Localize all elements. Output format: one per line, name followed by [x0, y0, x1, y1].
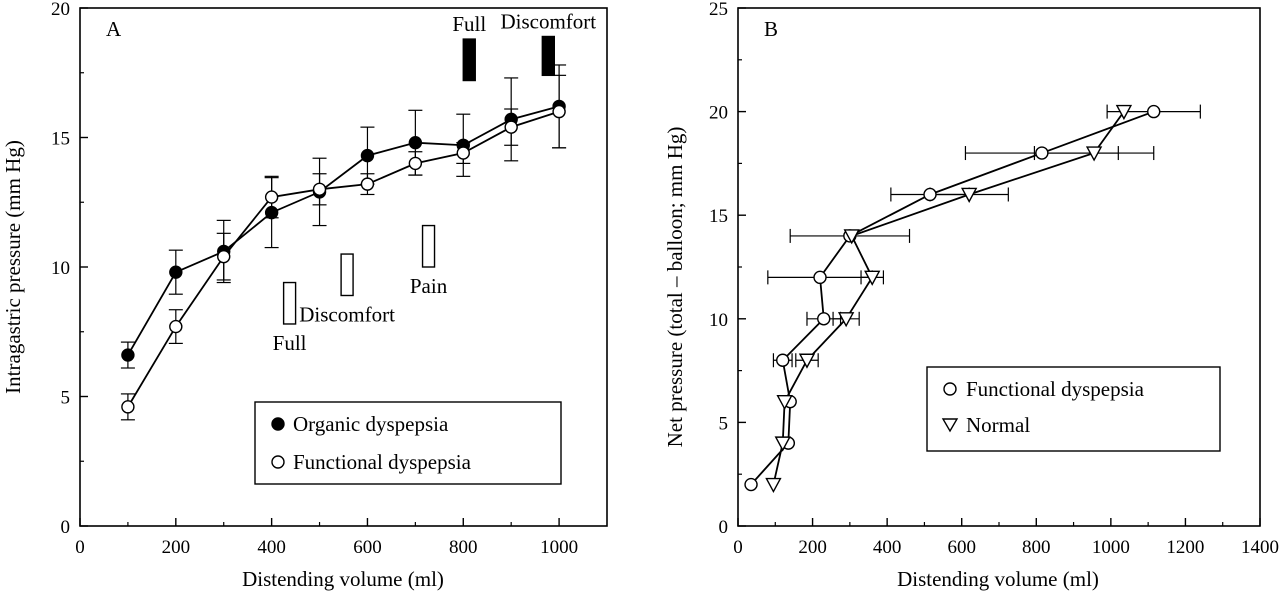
panel-a-legend-box	[254, 401, 562, 485]
data-point-open	[217, 249, 231, 264]
data-point-open	[312, 182, 327, 197]
panel-b-legend-box	[926, 366, 1221, 452]
x-tick-label: 600	[947, 537, 976, 558]
x-tick-label: 600	[353, 537, 382, 558]
panel-b-data	[744, 104, 1201, 494]
y-tick-label: 15	[709, 206, 728, 227]
x-tick-label: 1200	[1166, 537, 1204, 558]
panel-a-legend-label-functional: Functional dyspepsia	[293, 450, 472, 474]
panel-a-annotations: Full Discomfort Full Discomfort Pain	[273, 9, 597, 354]
panel-a-label: A	[106, 17, 122, 41]
y-tick-label: 15	[51, 129, 70, 150]
symptom-marker-filled	[462, 38, 476, 82]
y-tick-label: 5	[61, 388, 71, 409]
panel-b-legend-label-functional: Functional dyspepsia	[966, 377, 1145, 401]
symptom-marker-filled	[541, 35, 556, 77]
panel-a-ticks: 0 200 400 600 800 1000 0 5 10 15 20	[51, 0, 578, 558]
y-tick-label: 10	[51, 258, 70, 279]
symptom-label: Discomfort	[500, 9, 596, 33]
data-point-triangle	[798, 353, 816, 369]
series-line	[127, 105, 560, 356]
x-tick-label: 1000	[1092, 537, 1130, 558]
y-tick-label: 0	[719, 517, 729, 538]
panel-a-data	[120, 64, 567, 421]
panel-a-legend-marker-functional	[271, 455, 285, 469]
symptom-label: Pain	[410, 274, 448, 298]
panel-b-y-axis-label: Net pressure (total – balloon; mm Hg)	[663, 127, 687, 448]
y-tick-label: 20	[709, 103, 728, 124]
data-point-open	[456, 146, 470, 160]
symptom-marker-open	[340, 253, 354, 297]
panel-a-legend: Organic dyspepsia Functional dyspepsia	[254, 401, 562, 485]
data-point-open	[169, 319, 183, 334]
x-tick-label: 0	[75, 537, 85, 558]
panel-b-legend-marker-functional	[943, 382, 957, 396]
x-tick-label: 800	[1022, 537, 1051, 558]
panel-b-ticks: 0 200 400 600 800 1000 1200 1400 0 5 10 15 20 25	[709, 0, 1279, 558]
panel-a-x-axis-label: Distending volume (ml)	[242, 567, 444, 591]
data-point-open	[1147, 104, 1161, 119]
symptom-label: Discomfort	[299, 302, 395, 326]
data-point-triangle	[765, 477, 782, 494]
symptom-marker-open	[282, 281, 297, 325]
data-point-open	[121, 400, 135, 414]
series-line	[772, 111, 1125, 485]
series-line	[127, 110, 560, 408]
panel-b-legend-marker-normal	[941, 418, 959, 433]
panel-a-legend-label-organic: Organic dyspepsia	[293, 412, 449, 436]
panel-b: B Distending volume (ml) Net pressure (t…	[663, 0, 1279, 591]
data-point-triangle	[774, 436, 791, 452]
x-tick-label: 200	[162, 537, 191, 558]
data-point-triangle	[776, 394, 793, 411]
data-point-open	[776, 353, 790, 367]
data-point-open	[360, 177, 375, 191]
data-point-triangle	[843, 229, 860, 245]
data-point-open	[813, 270, 827, 285]
x-tick-label: 400	[257, 537, 286, 558]
symptom-label: Full	[273, 331, 307, 355]
symptom-marker-open	[421, 224, 436, 268]
panel-a-legend-marker-organic	[271, 417, 285, 431]
data-point-open	[923, 187, 937, 202]
y-tick-label: 5	[719, 413, 729, 434]
x-tick-label: 1000	[540, 537, 578, 558]
x-tick-label: 800	[449, 537, 478, 558]
panel-b-legend: Functional dyspepsia Normal	[926, 366, 1221, 452]
x-tick-label: 400	[873, 537, 902, 558]
data-point-triangle	[837, 312, 855, 328]
data-point-triangle	[1115, 104, 1133, 121]
x-tick-label: 1400	[1241, 537, 1279, 558]
panel-a: A Distending volume (ml) Intragastric pr…	[1, 0, 608, 591]
y-tick-label: 25	[709, 0, 728, 20]
panel-b-label: B	[764, 17, 778, 41]
data-point-filled	[264, 205, 279, 220]
data-point-open	[744, 477, 758, 492]
panel-b-x-axis-label: Distending volume (ml)	[897, 567, 1099, 591]
data-point-open	[1035, 146, 1049, 160]
panel-a-y-axis-label: Intragastric pressure (mm Hg)	[1, 140, 25, 394]
data-point-open	[504, 120, 518, 134]
x-tick-label: 0	[733, 537, 743, 558]
data-point-filled	[121, 348, 135, 362]
data-point-filled	[408, 135, 423, 150]
series-line	[750, 110, 1155, 486]
data-point-open	[408, 156, 423, 171]
data-point-open	[552, 104, 566, 119]
data-point-triangle	[960, 187, 978, 203]
data-point-filled	[169, 265, 183, 279]
data-point-open	[264, 190, 279, 204]
data-point-triangle	[864, 270, 881, 286]
data-point-open	[817, 312, 831, 326]
data-point-filled	[360, 148, 375, 163]
symptom-label: Full	[452, 12, 486, 36]
y-tick-label: 20	[51, 0, 70, 20]
data-point-triangle	[1085, 146, 1103, 162]
x-tick-label: 200	[798, 537, 827, 558]
y-tick-label: 0	[61, 517, 71, 538]
y-tick-label: 10	[709, 310, 728, 331]
panel-b-legend-label-normal: Normal	[966, 413, 1030, 437]
